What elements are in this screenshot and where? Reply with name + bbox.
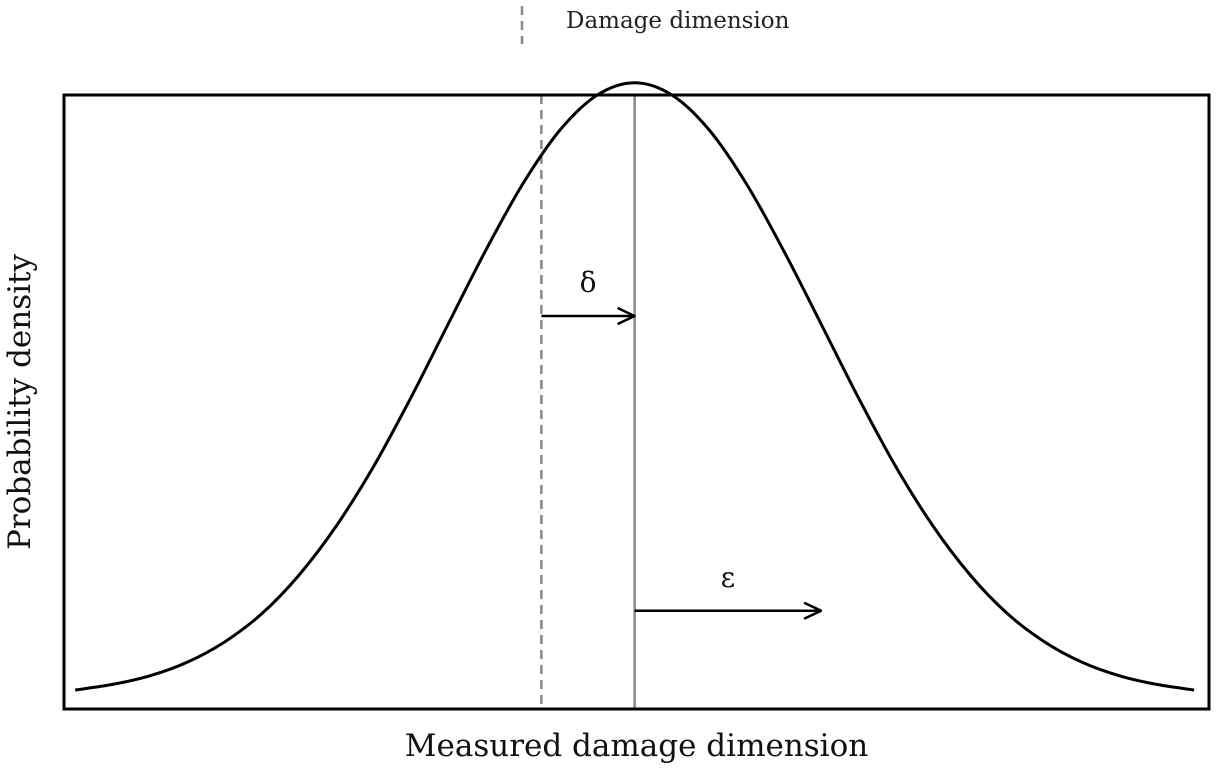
y-axis-label: Probability density <box>2 253 38 551</box>
annotation-label-1: δ <box>580 266 597 299</box>
plot-frame <box>62 93 1211 711</box>
x-axis-label: Measured damage dimension <box>404 728 869 764</box>
legend-swatch-dashed <box>520 6 524 44</box>
legend-label: Damage dimension <box>566 8 790 34</box>
density-curve <box>74 81 1195 692</box>
legend: Damage dimension <box>512 4 789 44</box>
annotation-label-2: ε <box>721 561 736 594</box>
